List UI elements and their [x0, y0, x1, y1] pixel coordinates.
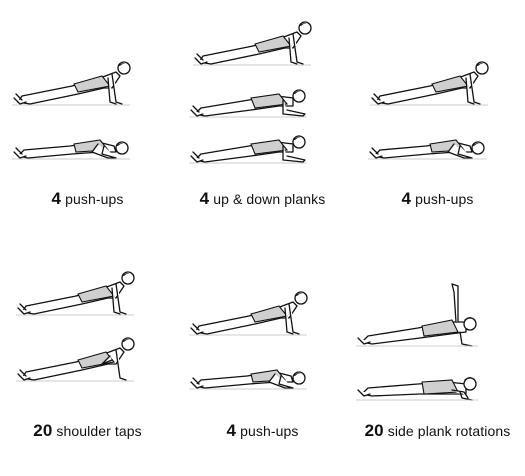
exercise-card-5: 4 push-ups [175, 238, 350, 476]
push-up-illustration [367, 61, 489, 160]
push-up-illustration [11, 61, 131, 160]
exercise-label: shoulder taps [56, 423, 142, 439]
push-up-illustration [188, 291, 308, 390]
rep-count: 4 [51, 189, 62, 208]
exercise-card-1: 4 push-ups [0, 0, 175, 238]
exercise-label: up & down planks [213, 191, 326, 207]
exercise-caption: 4 push-ups [175, 421, 350, 441]
exercise-label: side plank rotations [387, 423, 511, 439]
rep-count: 20 [33, 421, 53, 440]
exercise-label: push-ups [65, 191, 124, 207]
rep-count: 4 [401, 189, 412, 208]
rep-count: 20 [364, 421, 384, 440]
exercise-card-3: 4 push-ups [350, 0, 525, 238]
side-plank-rotation-illustration [355, 283, 479, 401]
exercise-label: push-ups [415, 191, 474, 207]
exercise-card-4: 20 shoulder taps [0, 238, 175, 476]
rep-count: 4 [226, 421, 237, 440]
up-down-plank-illustration [188, 21, 312, 164]
exercise-caption: 20 side plank rotations [350, 421, 525, 441]
exercise-card-6: 20 side plank rotations [350, 238, 525, 476]
exercise-label: push-ups [240, 423, 299, 439]
exercise-card-2: 4 up & down planks [175, 0, 350, 238]
exercise-caption: 4 push-ups [350, 189, 525, 209]
shoulder-tap-illustration [15, 271, 135, 382]
rep-count: 4 [199, 189, 210, 208]
exercise-caption: 4 up & down planks [175, 189, 350, 209]
exercise-caption: 20 shoulder taps [0, 421, 175, 441]
exercise-caption: 4 push-ups [0, 189, 175, 209]
